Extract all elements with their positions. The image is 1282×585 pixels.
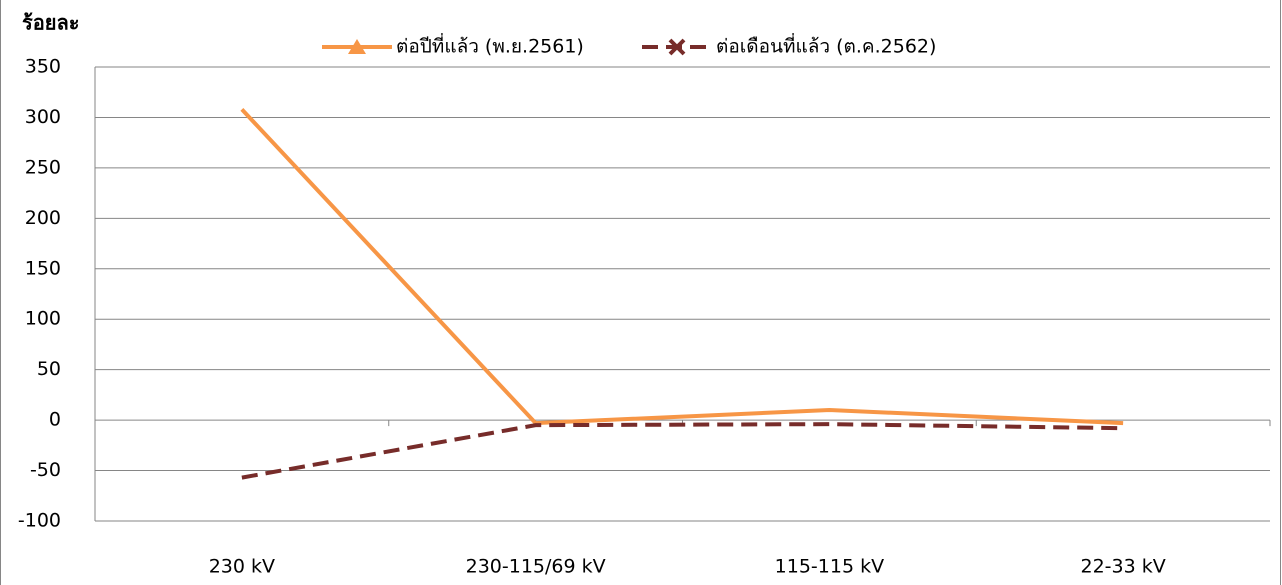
legend-label: ต่อปีที่แล้ว (พ.ย.2561) xyxy=(396,33,584,58)
y-tick-label: 200 xyxy=(25,207,61,229)
y-tick-label: 100 xyxy=(25,308,61,330)
series-line xyxy=(241,422,1124,480)
legend-marker xyxy=(348,39,366,54)
y-tick-label: 300 xyxy=(25,106,61,128)
legend-marker xyxy=(668,38,686,56)
y-tick-label: 250 xyxy=(25,156,61,178)
x-tick-label: 230 kV xyxy=(209,556,275,578)
y-tick-label: -50 xyxy=(30,459,61,481)
x-tick-label: 230-115/69 kV xyxy=(466,556,606,578)
legend-label: ต่อเดือนที่แล้ว (ต.ค.2562) xyxy=(716,33,936,58)
y-axis-label: ร้อยละ xyxy=(22,11,79,35)
y-tick-label: 350 xyxy=(25,56,61,78)
y-tick-label: -100 xyxy=(18,510,61,532)
y-tick-label: 50 xyxy=(37,358,61,380)
series-line xyxy=(240,108,1124,426)
y-tick-label: 150 xyxy=(25,257,61,279)
y-tick-label: 0 xyxy=(49,409,61,431)
x-tick-label: 115-115 kV xyxy=(775,556,884,578)
x-tick-label: 22-33 kV xyxy=(1081,556,1166,578)
